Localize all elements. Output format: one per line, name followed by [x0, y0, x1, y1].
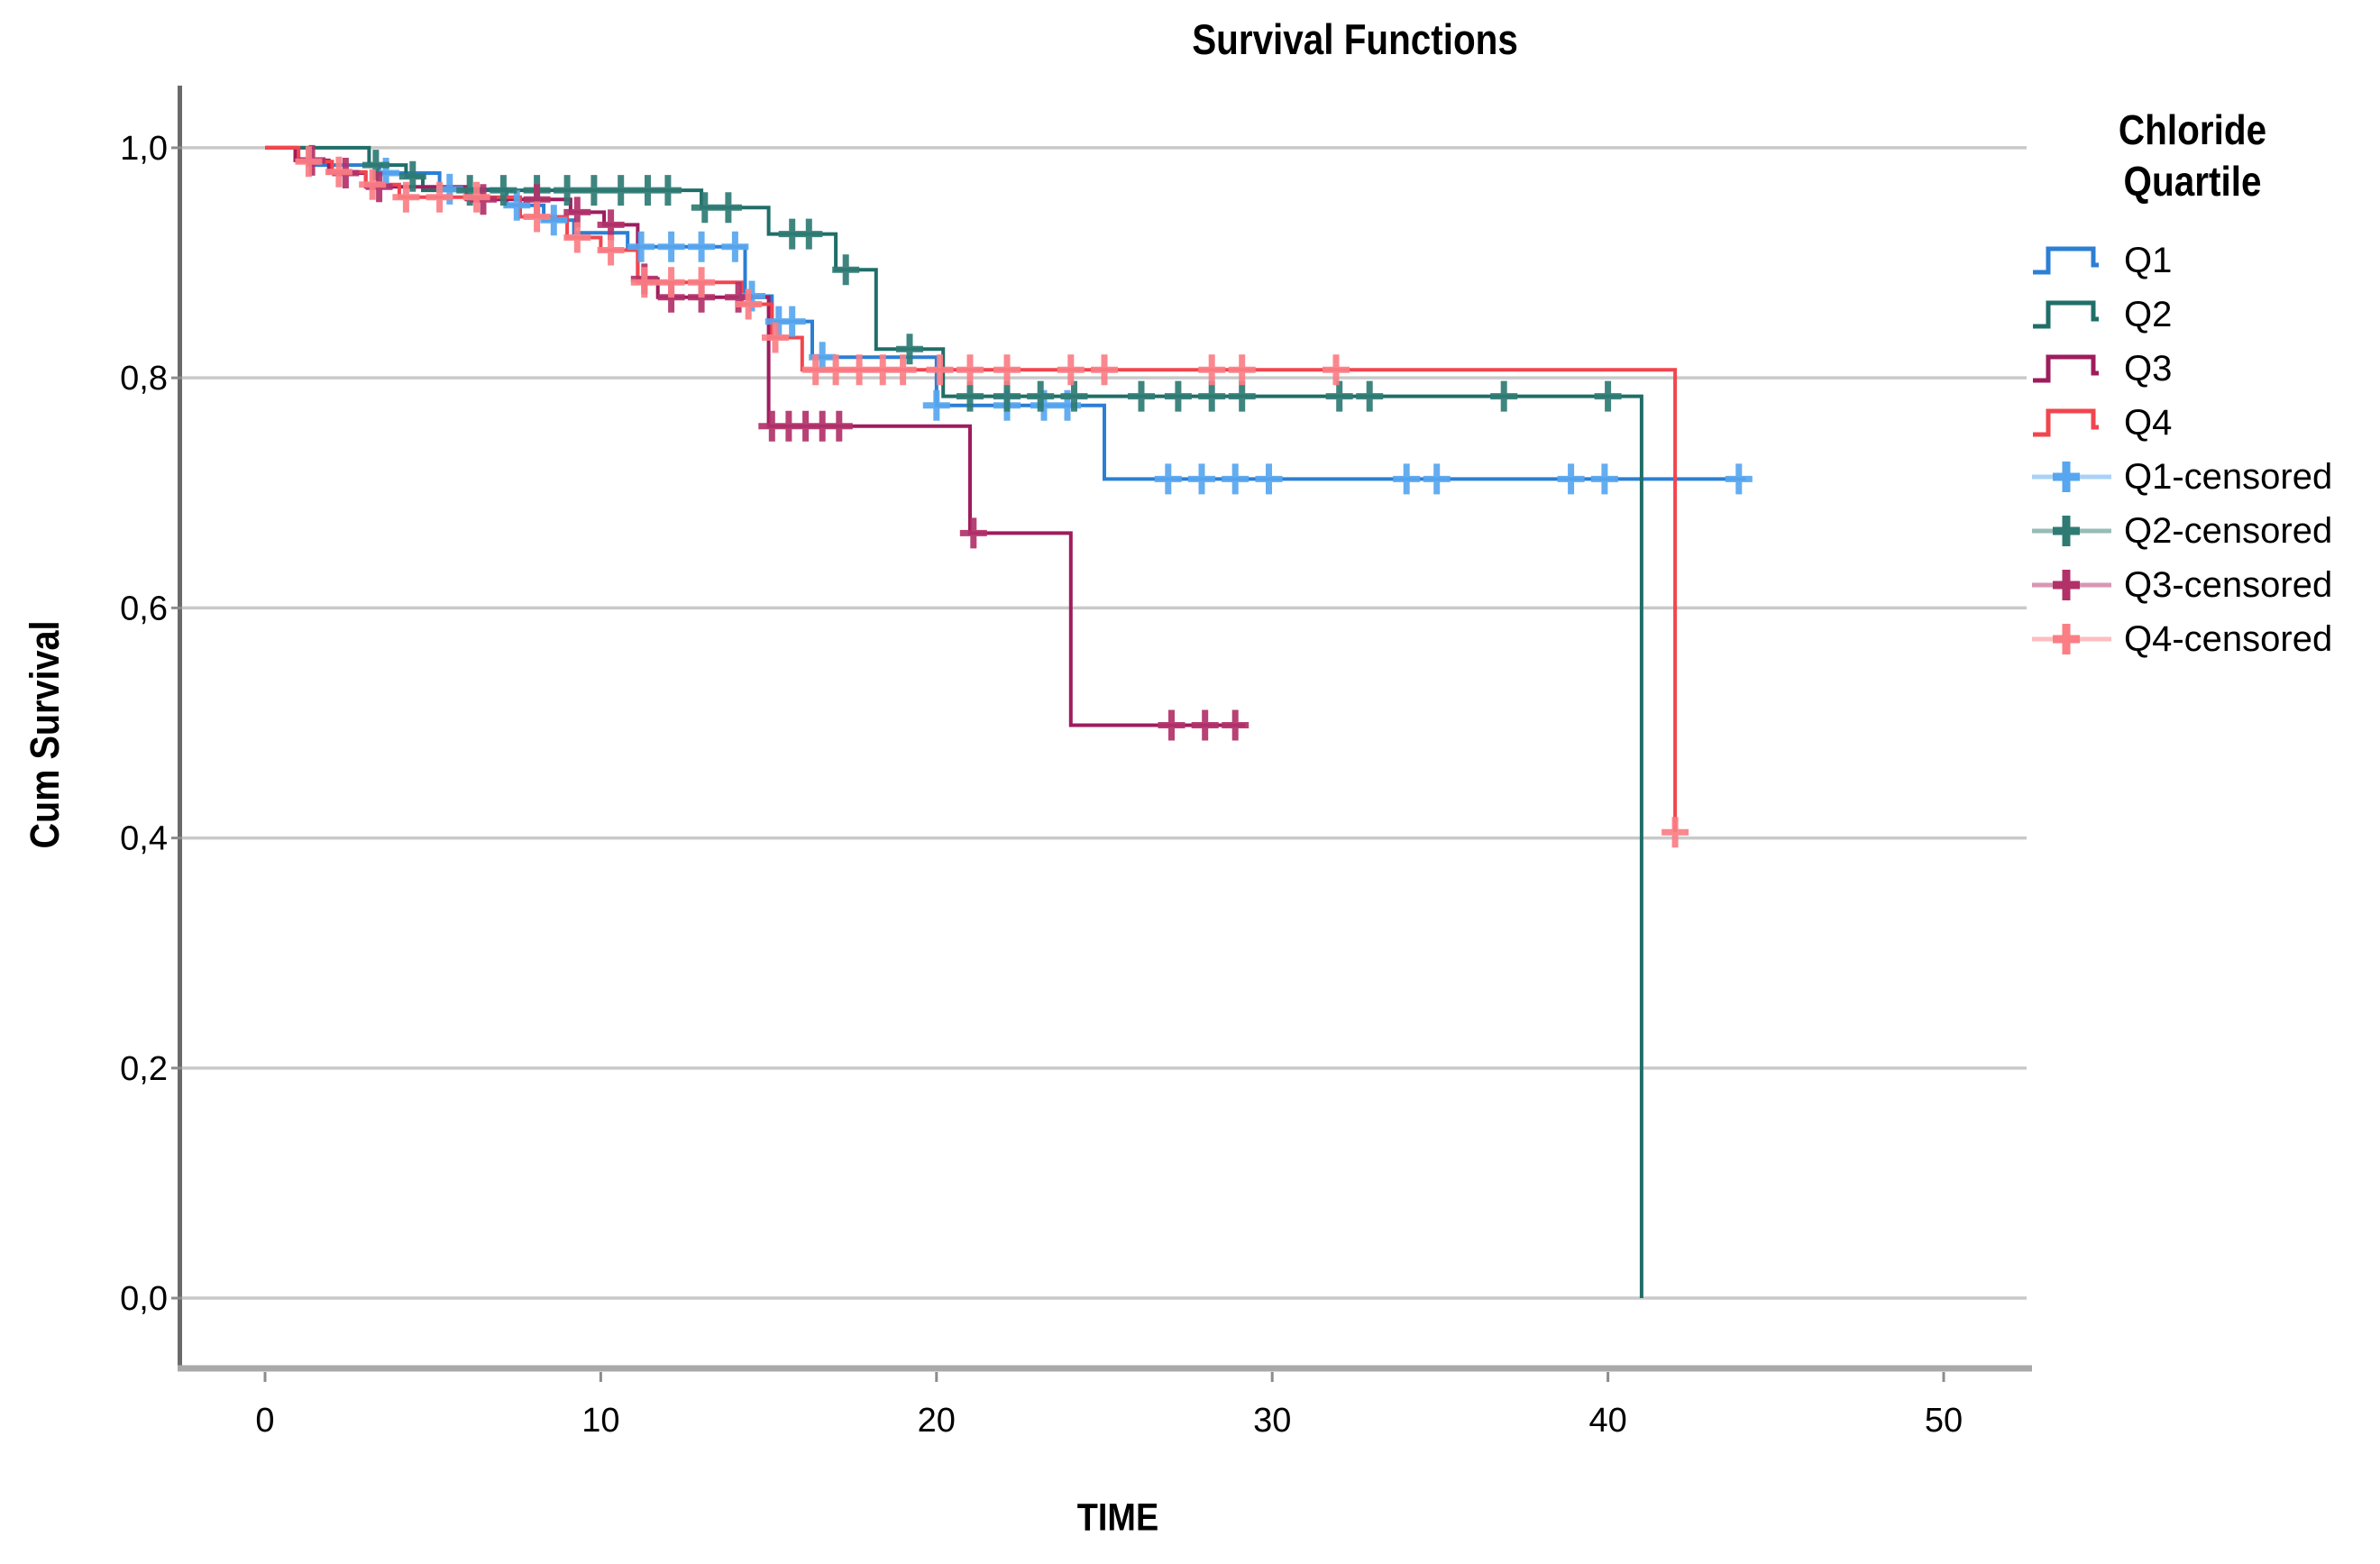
- legend-swatch-q4-censored-plus-icon: [2032, 624, 2111, 654]
- x-tick-label-0: 0: [255, 1402, 274, 1440]
- legend-item-label: Q1-censored: [2124, 456, 2333, 497]
- legend-item-label: Q3: [2124, 348, 2173, 389]
- y-tick-label-0,2: 0,2: [120, 1050, 168, 1088]
- x-tick-label-20: 20: [918, 1402, 956, 1440]
- legend-swatch-q4-step-icon: [2033, 408, 2099, 437]
- legend-item-q3-censored: Q3-censored: [2030, 563, 2332, 607]
- legend-item-label: Q1: [2124, 240, 2173, 280]
- legend-swatch-q1-censored-plus-icon: [2032, 462, 2111, 492]
- x-tick-label-50: 50: [1925, 1402, 1963, 1440]
- legend-title: Chloride Quartile: [2050, 105, 2336, 207]
- legend-item-q2: Q2: [2030, 293, 2172, 336]
- y-tick-label-0,8: 0,8: [120, 360, 168, 398]
- y-tick-label-0,4: 0,4: [120, 820, 168, 858]
- legend-item-label: Q4-censored: [2124, 618, 2333, 659]
- legend-swatch-q3-step-icon: [2033, 354, 2099, 383]
- legend-item-label: Q2: [2124, 294, 2173, 334]
- legend-item-q3: Q3: [2030, 347, 2172, 390]
- y-tick-label-0,6: 0,6: [120, 590, 168, 627]
- legend-item-q4: Q4: [2030, 401, 2172, 444]
- chart-title: Survival Functions: [1192, 15, 1518, 63]
- legend-swatch-q1-step-icon: [2033, 246, 2099, 275]
- y-tick-label-1,0: 1,0: [120, 130, 168, 168]
- legend-item-label: Q4: [2124, 402, 2173, 443]
- series-q3-line: [265, 145, 1246, 727]
- legend-item-q1-censored: Q1-censored: [2030, 455, 2332, 498]
- series-q2-censor-marks: [362, 150, 1622, 412]
- x-tick-label-40: 40: [1588, 1402, 1626, 1440]
- legend-swatch-q3-censored-plus-icon: [2032, 570, 2111, 600]
- legend: Chloride Quartile Q1 Q2 Q3 Q4 Q1-censored Q2-…: [2030, 0, 2378, 1564]
- legend-title-line2: Quartile: [2123, 158, 2262, 205]
- series-q2-line: [265, 145, 1643, 1298]
- legend-title-line1: Chloride: [2118, 106, 2267, 153]
- legend-swatch-q2-step-icon: [2033, 300, 2099, 329]
- x-tick-label-10: 10: [581, 1402, 619, 1440]
- legend-swatch-q2-censored-plus-icon: [2032, 516, 2111, 546]
- legend-item-q2-censored: Q2-censored: [2030, 509, 2332, 553]
- legend-item-q1: Q1: [2030, 239, 2172, 282]
- x-tick-label-30: 30: [1253, 1402, 1291, 1440]
- x-axis-title: TIME: [1076, 1495, 1159, 1540]
- legend-item-q4-censored: Q4-censored: [2030, 617, 2332, 661]
- legend-item-label: Q2-censored: [2124, 510, 2333, 551]
- y-tick-label-0,0: 0,0: [120, 1280, 168, 1318]
- legend-item-label: Q3-censored: [2124, 564, 2333, 605]
- series-q4-censor-marks: [295, 146, 1689, 848]
